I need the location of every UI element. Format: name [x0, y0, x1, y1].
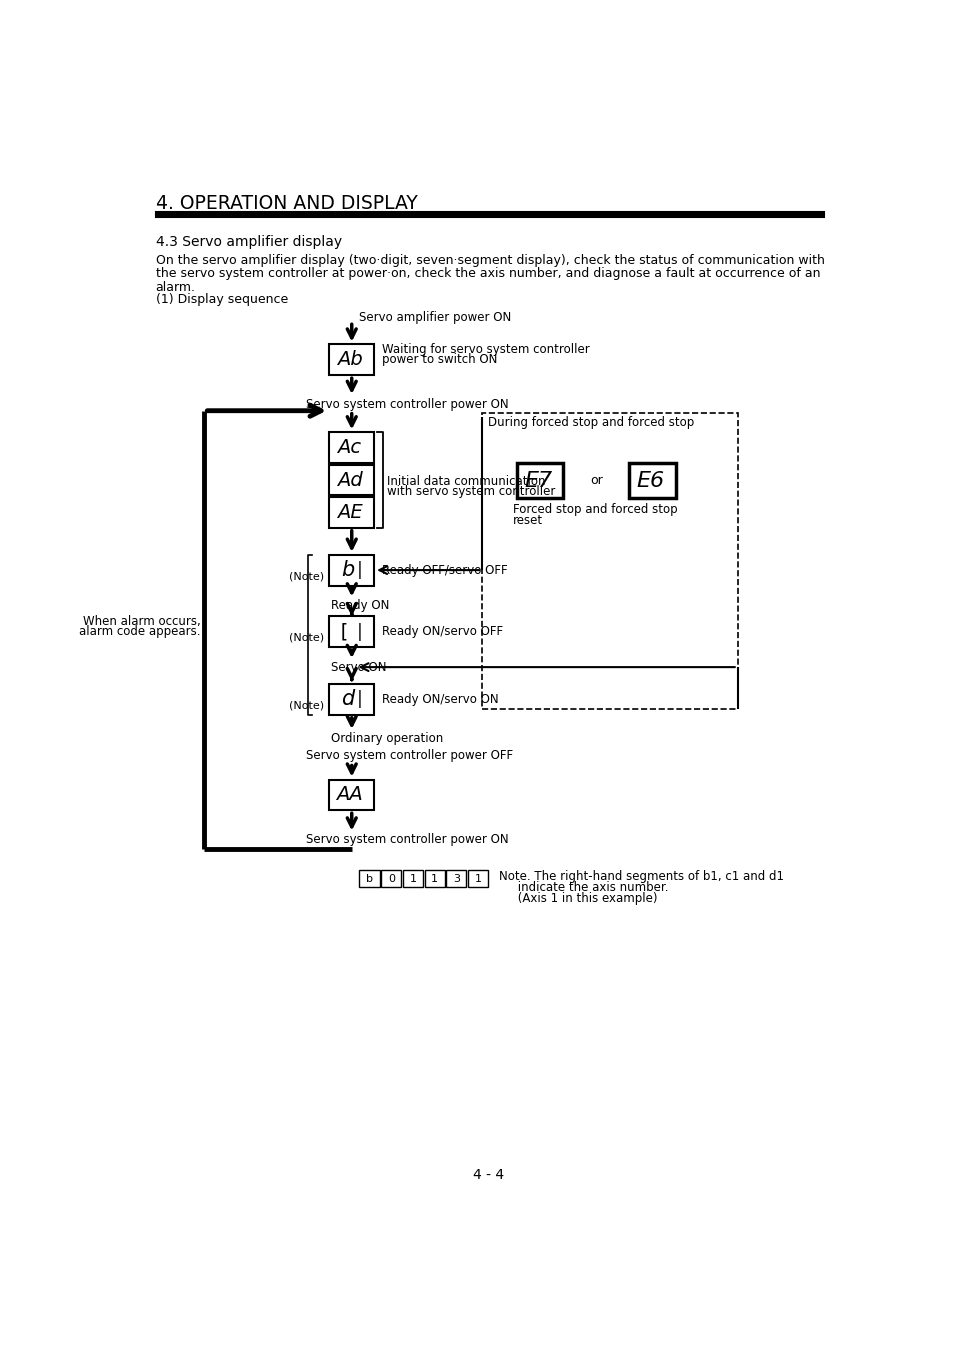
Text: E7: E7	[524, 471, 552, 491]
Text: Ac: Ac	[337, 439, 361, 458]
Bar	[359, 871, 379, 887]
Text: Servo ON: Servo ON	[331, 662, 386, 674]
Bar	[329, 617, 374, 647]
Text: Ready OFF/servo OFF: Ready OFF/servo OFF	[381, 563, 507, 576]
Text: 1: 1	[431, 873, 437, 884]
Text: or: or	[589, 474, 602, 487]
Bar	[329, 464, 374, 495]
Text: Waiting for servo system controller: Waiting for servo system controller	[381, 343, 589, 356]
Bar	[402, 871, 422, 887]
Bar	[329, 555, 374, 586]
Text: Servo amplifier power ON: Servo amplifier power ON	[359, 310, 511, 324]
Text: E6: E6	[637, 471, 664, 491]
Text: Ad: Ad	[336, 471, 362, 490]
Text: |: |	[355, 622, 364, 641]
Text: When alarm occurs,: When alarm occurs,	[83, 614, 200, 628]
Bar	[329, 684, 374, 716]
Text: 4 - 4: 4 - 4	[473, 1168, 504, 1181]
Text: alarm.: alarm.	[155, 281, 195, 293]
Text: [: [	[337, 622, 350, 641]
Bar	[446, 871, 466, 887]
Text: Servo system controller power ON: Servo system controller power ON	[306, 398, 508, 412]
Text: Servo system controller power ON: Servo system controller power ON	[306, 833, 508, 846]
Text: b: b	[366, 873, 373, 884]
Bar	[424, 871, 444, 887]
Bar	[329, 497, 374, 528]
Text: On the servo amplifier display (two·digit, seven·segment display), check the sta: On the servo amplifier display (two·digi…	[155, 254, 823, 267]
Bar	[329, 344, 374, 375]
Text: |: |	[355, 562, 364, 579]
Text: power to switch ON: power to switch ON	[381, 354, 497, 366]
Text: (Note): (Note)	[289, 571, 324, 582]
Bar	[381, 871, 401, 887]
Bar	[517, 463, 562, 498]
Text: Ab: Ab	[336, 351, 362, 370]
Bar	[481, 413, 737, 710]
Bar	[329, 779, 374, 810]
Text: 4. OPERATION AND DISPLAY: 4. OPERATION AND DISPLAY	[155, 194, 417, 213]
Text: Ordinary operation: Ordinary operation	[331, 732, 442, 745]
Text: 0: 0	[387, 873, 395, 884]
Text: |: |	[355, 690, 364, 709]
Bar	[155, 212, 822, 217]
Bar	[468, 871, 488, 887]
Bar	[329, 432, 374, 463]
Text: Ready ON/servo ON: Ready ON/servo ON	[381, 693, 498, 706]
Text: Ready ON/servo OFF: Ready ON/servo OFF	[381, 625, 502, 639]
Text: 1: 1	[409, 873, 416, 884]
Bar	[629, 463, 675, 498]
Text: 1: 1	[474, 873, 481, 884]
Text: Forced stop and forced stop: Forced stop and forced stop	[513, 504, 677, 516]
Text: (Note): (Note)	[289, 633, 324, 643]
Text: b: b	[341, 560, 355, 580]
Text: d: d	[341, 690, 355, 710]
Text: with servo system controller: with servo system controller	[387, 486, 556, 498]
Text: reset: reset	[513, 514, 542, 526]
Text: (Note): (Note)	[289, 701, 324, 710]
Text: alarm code appears.: alarm code appears.	[79, 625, 200, 637]
Text: Initial data communication: Initial data communication	[387, 475, 545, 487]
Text: (Axis 1 in this example): (Axis 1 in this example)	[498, 892, 657, 904]
Text: Note. The right-hand segments of b1, c1 and d1: Note. The right-hand segments of b1, c1 …	[498, 871, 783, 883]
Text: During forced stop and forced stop: During forced stop and forced stop	[488, 416, 694, 429]
Text: AA: AA	[335, 786, 362, 805]
Text: 3: 3	[453, 873, 459, 884]
Text: (1) Display sequence: (1) Display sequence	[155, 293, 288, 306]
Text: AE: AE	[336, 502, 362, 522]
Text: Ready ON: Ready ON	[331, 599, 389, 613]
Text: Servo system controller power OFF: Servo system controller power OFF	[306, 749, 513, 761]
Text: indicate the axis number.: indicate the axis number.	[498, 882, 668, 894]
Text: 4.3 Servo amplifier display: 4.3 Servo amplifier display	[155, 235, 341, 250]
Text: the servo system controller at power·on, check the axis number, and diagnose a f: the servo system controller at power·on,…	[155, 267, 820, 281]
